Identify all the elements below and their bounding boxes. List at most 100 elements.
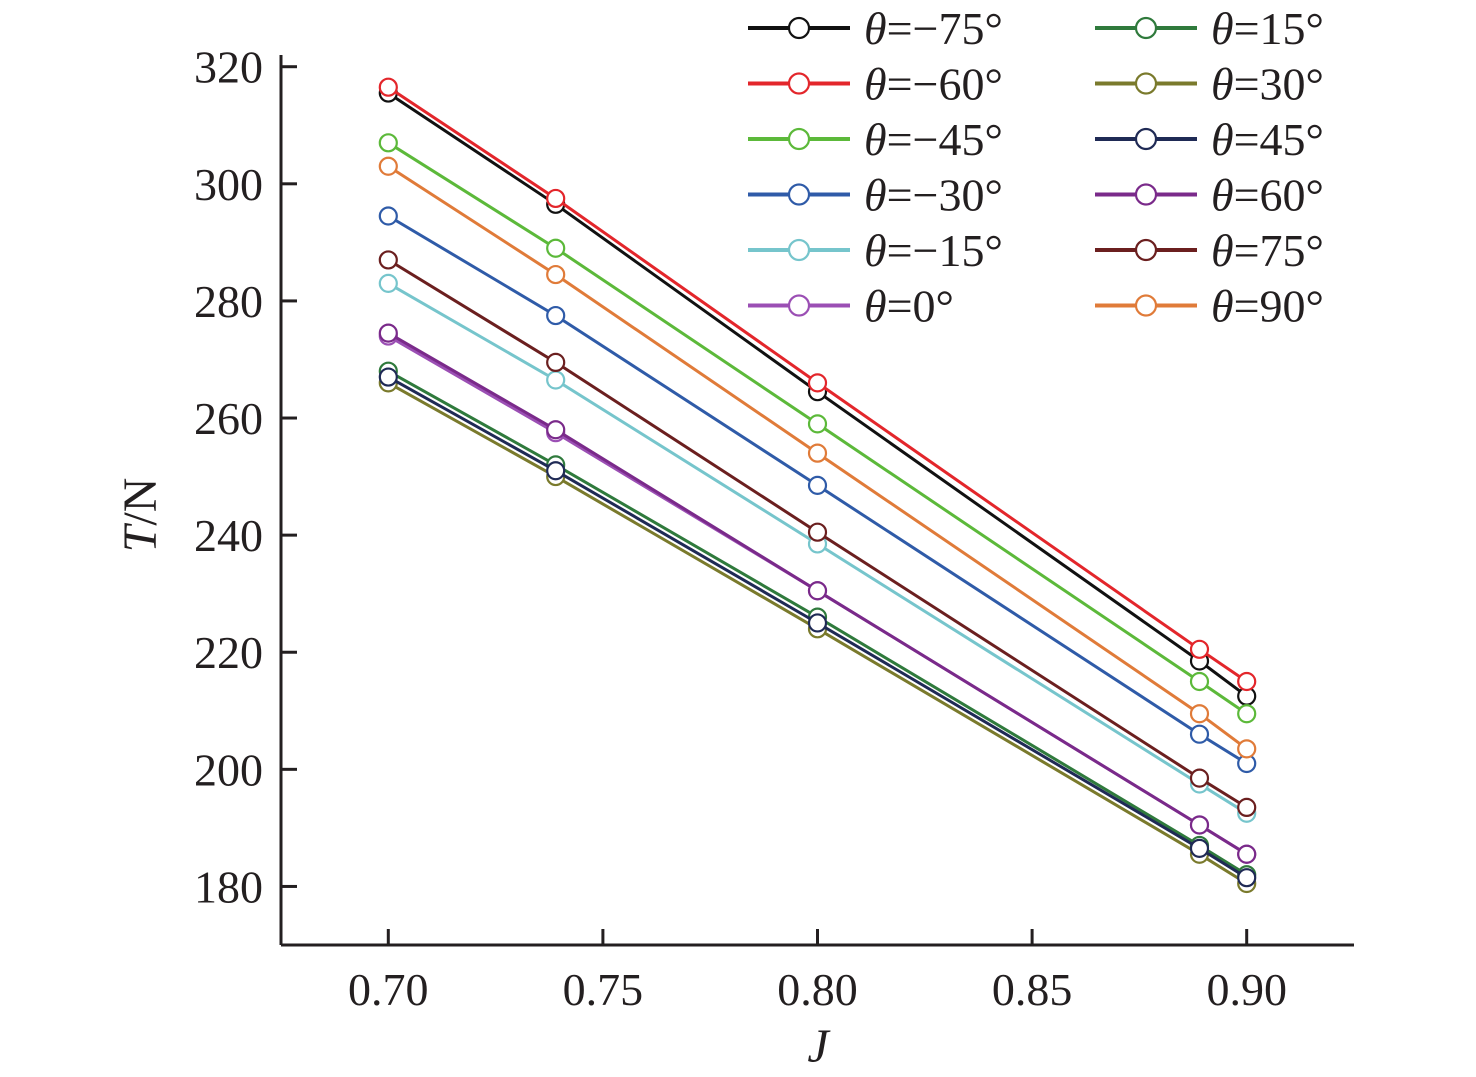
data-point (1189, 639, 1210, 659)
data-point (1237, 797, 1257, 818)
legend-swatch-marker (1134, 238, 1158, 262)
legend-label-value: =−75° (887, 3, 1003, 54)
data-point (546, 188, 566, 209)
data-point (546, 264, 566, 285)
data-point (1237, 868, 1257, 888)
data-point (546, 370, 566, 390)
legend-item: θ=0° (748, 281, 954, 332)
series-9 (378, 323, 1257, 864)
legend-label-value: =30° (1234, 59, 1324, 110)
legend-label: θ=−15° (864, 225, 1003, 276)
legend-swatch-marker (787, 294, 811, 317)
legend-label-symbol: θ (1211, 59, 1234, 110)
legend-label-symbol: θ (864, 59, 887, 110)
x-tick-label: 0.70 (348, 964, 429, 1015)
legend-label-value: =45° (1234, 114, 1324, 165)
legend-label-symbol: θ (864, 281, 887, 332)
legend-item: θ=75° (1095, 225, 1324, 276)
legend-label: θ=45° (1211, 114, 1324, 165)
legend-label: θ=60° (1211, 170, 1324, 221)
y-tick-label: 260 (194, 393, 263, 444)
data-point (1189, 838, 1210, 858)
legend-label: θ=90° (1211, 281, 1324, 332)
data-point (1189, 768, 1210, 788)
legend-label: θ=−75° (864, 3, 1003, 54)
legend-item: θ=−60° (748, 59, 1003, 110)
legend-swatch-marker (1134, 72, 1158, 95)
data-point (546, 238, 566, 258)
legend-swatch-marker (787, 16, 811, 40)
legend-label-value: =75° (1234, 225, 1324, 276)
legend-swatch-marker (787, 183, 811, 206)
data-point (378, 367, 398, 387)
data-point (546, 461, 566, 481)
x-axis-title: J (807, 1020, 831, 1073)
legend-item: θ=−45° (748, 114, 1003, 165)
legend-label-value: =−30° (887, 170, 1003, 221)
y-tick-label: 200 (194, 744, 263, 795)
legend: θ=−75°θ=−60°θ=−45°θ=−30°θ=−15°θ=0°θ=15°θ… (748, 3, 1324, 332)
legend-label-symbol: θ (1211, 170, 1234, 221)
data-point (1237, 704, 1257, 724)
series-group (378, 77, 1257, 894)
legend-label: θ=0° (864, 281, 954, 332)
legend-swatch-marker (787, 72, 811, 95)
legend-item: θ=15° (1095, 3, 1324, 54)
data-point (1189, 815, 1210, 835)
legend-label-symbol: θ (864, 225, 887, 276)
data-point (1237, 739, 1257, 759)
series-11 (378, 156, 1257, 759)
legend-label-symbol: θ (1211, 3, 1234, 54)
x-tick-label: 0.85 (992, 964, 1073, 1015)
data-point (807, 522, 828, 542)
y-axis-title-symbol: T (114, 522, 167, 552)
legend-label: θ=75° (1211, 225, 1324, 276)
legend-swatch-marker (1134, 127, 1158, 151)
y-tick-label: 300 (194, 159, 263, 210)
data-point (378, 77, 398, 97)
data-point (378, 133, 398, 153)
series-2 (378, 133, 1257, 724)
legend-item: θ=45° (1095, 114, 1324, 165)
legend-swatch-marker (1134, 294, 1158, 317)
legend-label: θ=15° (1211, 3, 1324, 54)
legend-label: θ=−30° (864, 170, 1003, 221)
legend-swatch-marker (787, 238, 811, 262)
data-point (1189, 671, 1210, 692)
data-point (807, 475, 828, 495)
legend-item: θ=30° (1095, 59, 1324, 110)
series-3 (378, 206, 1257, 774)
legend-label-symbol: θ (1211, 281, 1234, 332)
data-point (378, 206, 398, 226)
data-point (807, 613, 828, 633)
axes: 180 200 220 240 260 280 300 320 0.70 0.75 0.80 0.85… (194, 42, 1354, 1015)
legend-label-value: =−45° (887, 114, 1003, 165)
legend-label-value: =−15° (887, 225, 1003, 276)
legend-label-value: =0° (887, 281, 954, 332)
legend-label-symbol: θ (864, 114, 887, 165)
data-point (1237, 671, 1257, 692)
data-point (1189, 724, 1210, 744)
data-point (378, 273, 398, 293)
series-1 (378, 77, 1257, 692)
series-4 (378, 273, 1257, 823)
data-point (807, 443, 828, 463)
y-tick-label: 220 (194, 627, 263, 678)
legend-label: θ=30° (1211, 59, 1324, 110)
legend-label: θ=−45° (864, 114, 1003, 165)
data-point (1189, 704, 1210, 724)
legend-item: θ=−30° (748, 170, 1003, 221)
data-point (1237, 844, 1257, 864)
legend-label-value: =−60° (887, 59, 1003, 110)
series-8 (378, 367, 1257, 888)
y-tick-label: 320 (194, 42, 263, 93)
x-tick-label: 0.80 (777, 964, 858, 1015)
x-tick-label: 0.75 (563, 964, 644, 1015)
legend-swatch-marker (1134, 16, 1158, 40)
y-tick-label: 180 (194, 861, 263, 912)
data-point (546, 305, 566, 326)
legend-label-symbol: θ (864, 170, 887, 221)
data-point (807, 373, 828, 393)
legend-label: θ=−60° (864, 59, 1003, 110)
